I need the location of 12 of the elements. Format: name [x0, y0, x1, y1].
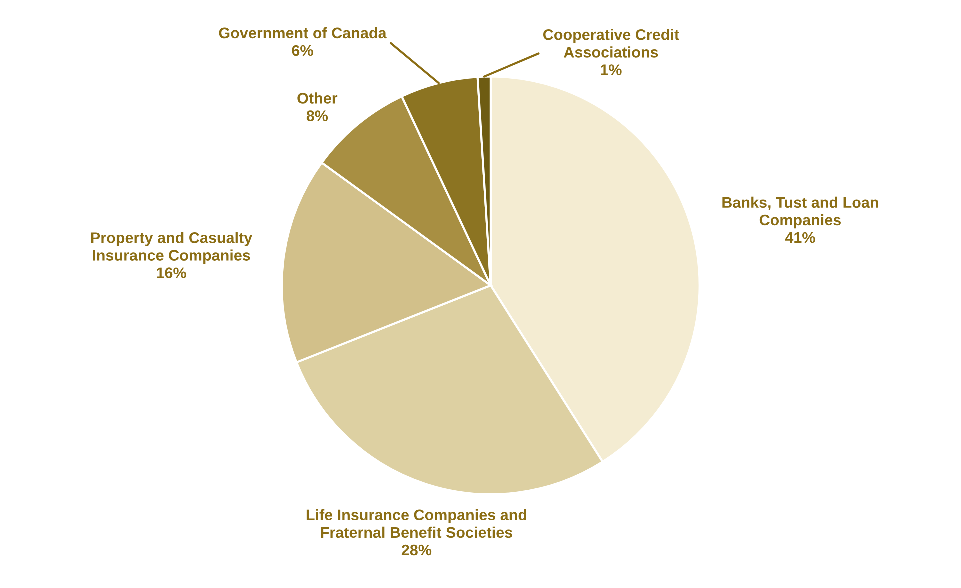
slice-label: Property and Casualty Insurance Companies — [91, 232, 253, 264]
data-label: 41% — [785, 232, 816, 244]
data-label: 6% — [292, 45, 314, 56]
slice-label: Government of Canada — [219, 27, 387, 39]
slice-label: Cooperative Credit Associations — [544, 29, 680, 58]
slice-label: Life Insurance Companies and Fraternal Benefit Societies — [306, 509, 526, 538]
slice-label: Other — [298, 92, 338, 104]
data-label: 16% — [157, 268, 186, 279]
data-label: 28% — [402, 544, 432, 556]
data-label: 8% — [306, 110, 328, 122]
slice-label: Banks, Tust and Loan Companies — [722, 196, 878, 229]
data-label: 1% — [601, 64, 622, 76]
